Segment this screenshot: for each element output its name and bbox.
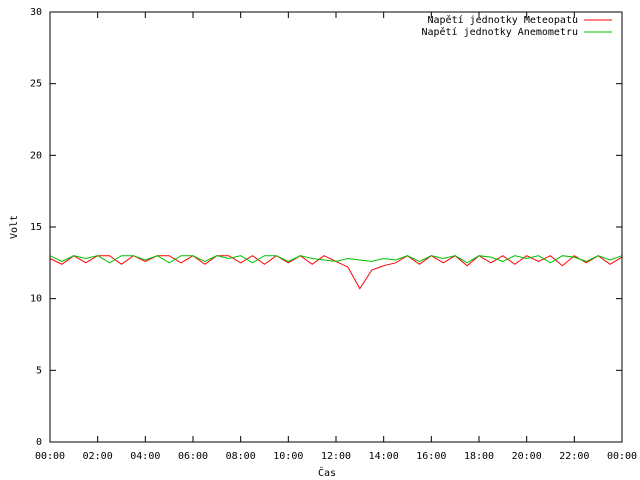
x-tick-label: 00:00 xyxy=(35,451,65,462)
y-tick-label: 25 xyxy=(30,79,42,90)
x-tick-label: 10:00 xyxy=(273,451,303,462)
x-tick-label: 14:00 xyxy=(369,451,399,462)
plot-border xyxy=(49,11,623,443)
y-tick-label: 30 xyxy=(30,7,42,18)
x-tick-label: 16:00 xyxy=(416,451,446,462)
x-tick-label: 08:00 xyxy=(226,451,256,462)
y-tick-label: 20 xyxy=(30,150,42,161)
y-tick-label: 5 xyxy=(36,365,42,376)
y-tick-label: 15 xyxy=(30,222,42,233)
x-tick-label: 04:00 xyxy=(130,451,160,462)
series-line xyxy=(49,255,623,264)
x-tick-label: 02:00 xyxy=(83,451,113,462)
legend-label: Napětí jednotky Meteopatu xyxy=(427,14,578,26)
y-tick-label: 10 xyxy=(30,294,42,305)
x-tick-label: 06:00 xyxy=(178,451,208,462)
x-tick-label: 12:00 xyxy=(321,451,351,462)
x-tick-label: 22:00 xyxy=(559,451,589,462)
y-axis-label: Volt xyxy=(9,215,20,239)
y-tick-label: 0 xyxy=(36,437,42,448)
legend-label: Napětí jednotky Anemometru xyxy=(421,26,578,38)
x-axis-label: Čas xyxy=(318,466,336,479)
x-tick-label: 20:00 xyxy=(512,451,542,462)
x-tick-label: 00:00 xyxy=(607,451,637,462)
x-tick-label: 18:00 xyxy=(464,451,494,462)
